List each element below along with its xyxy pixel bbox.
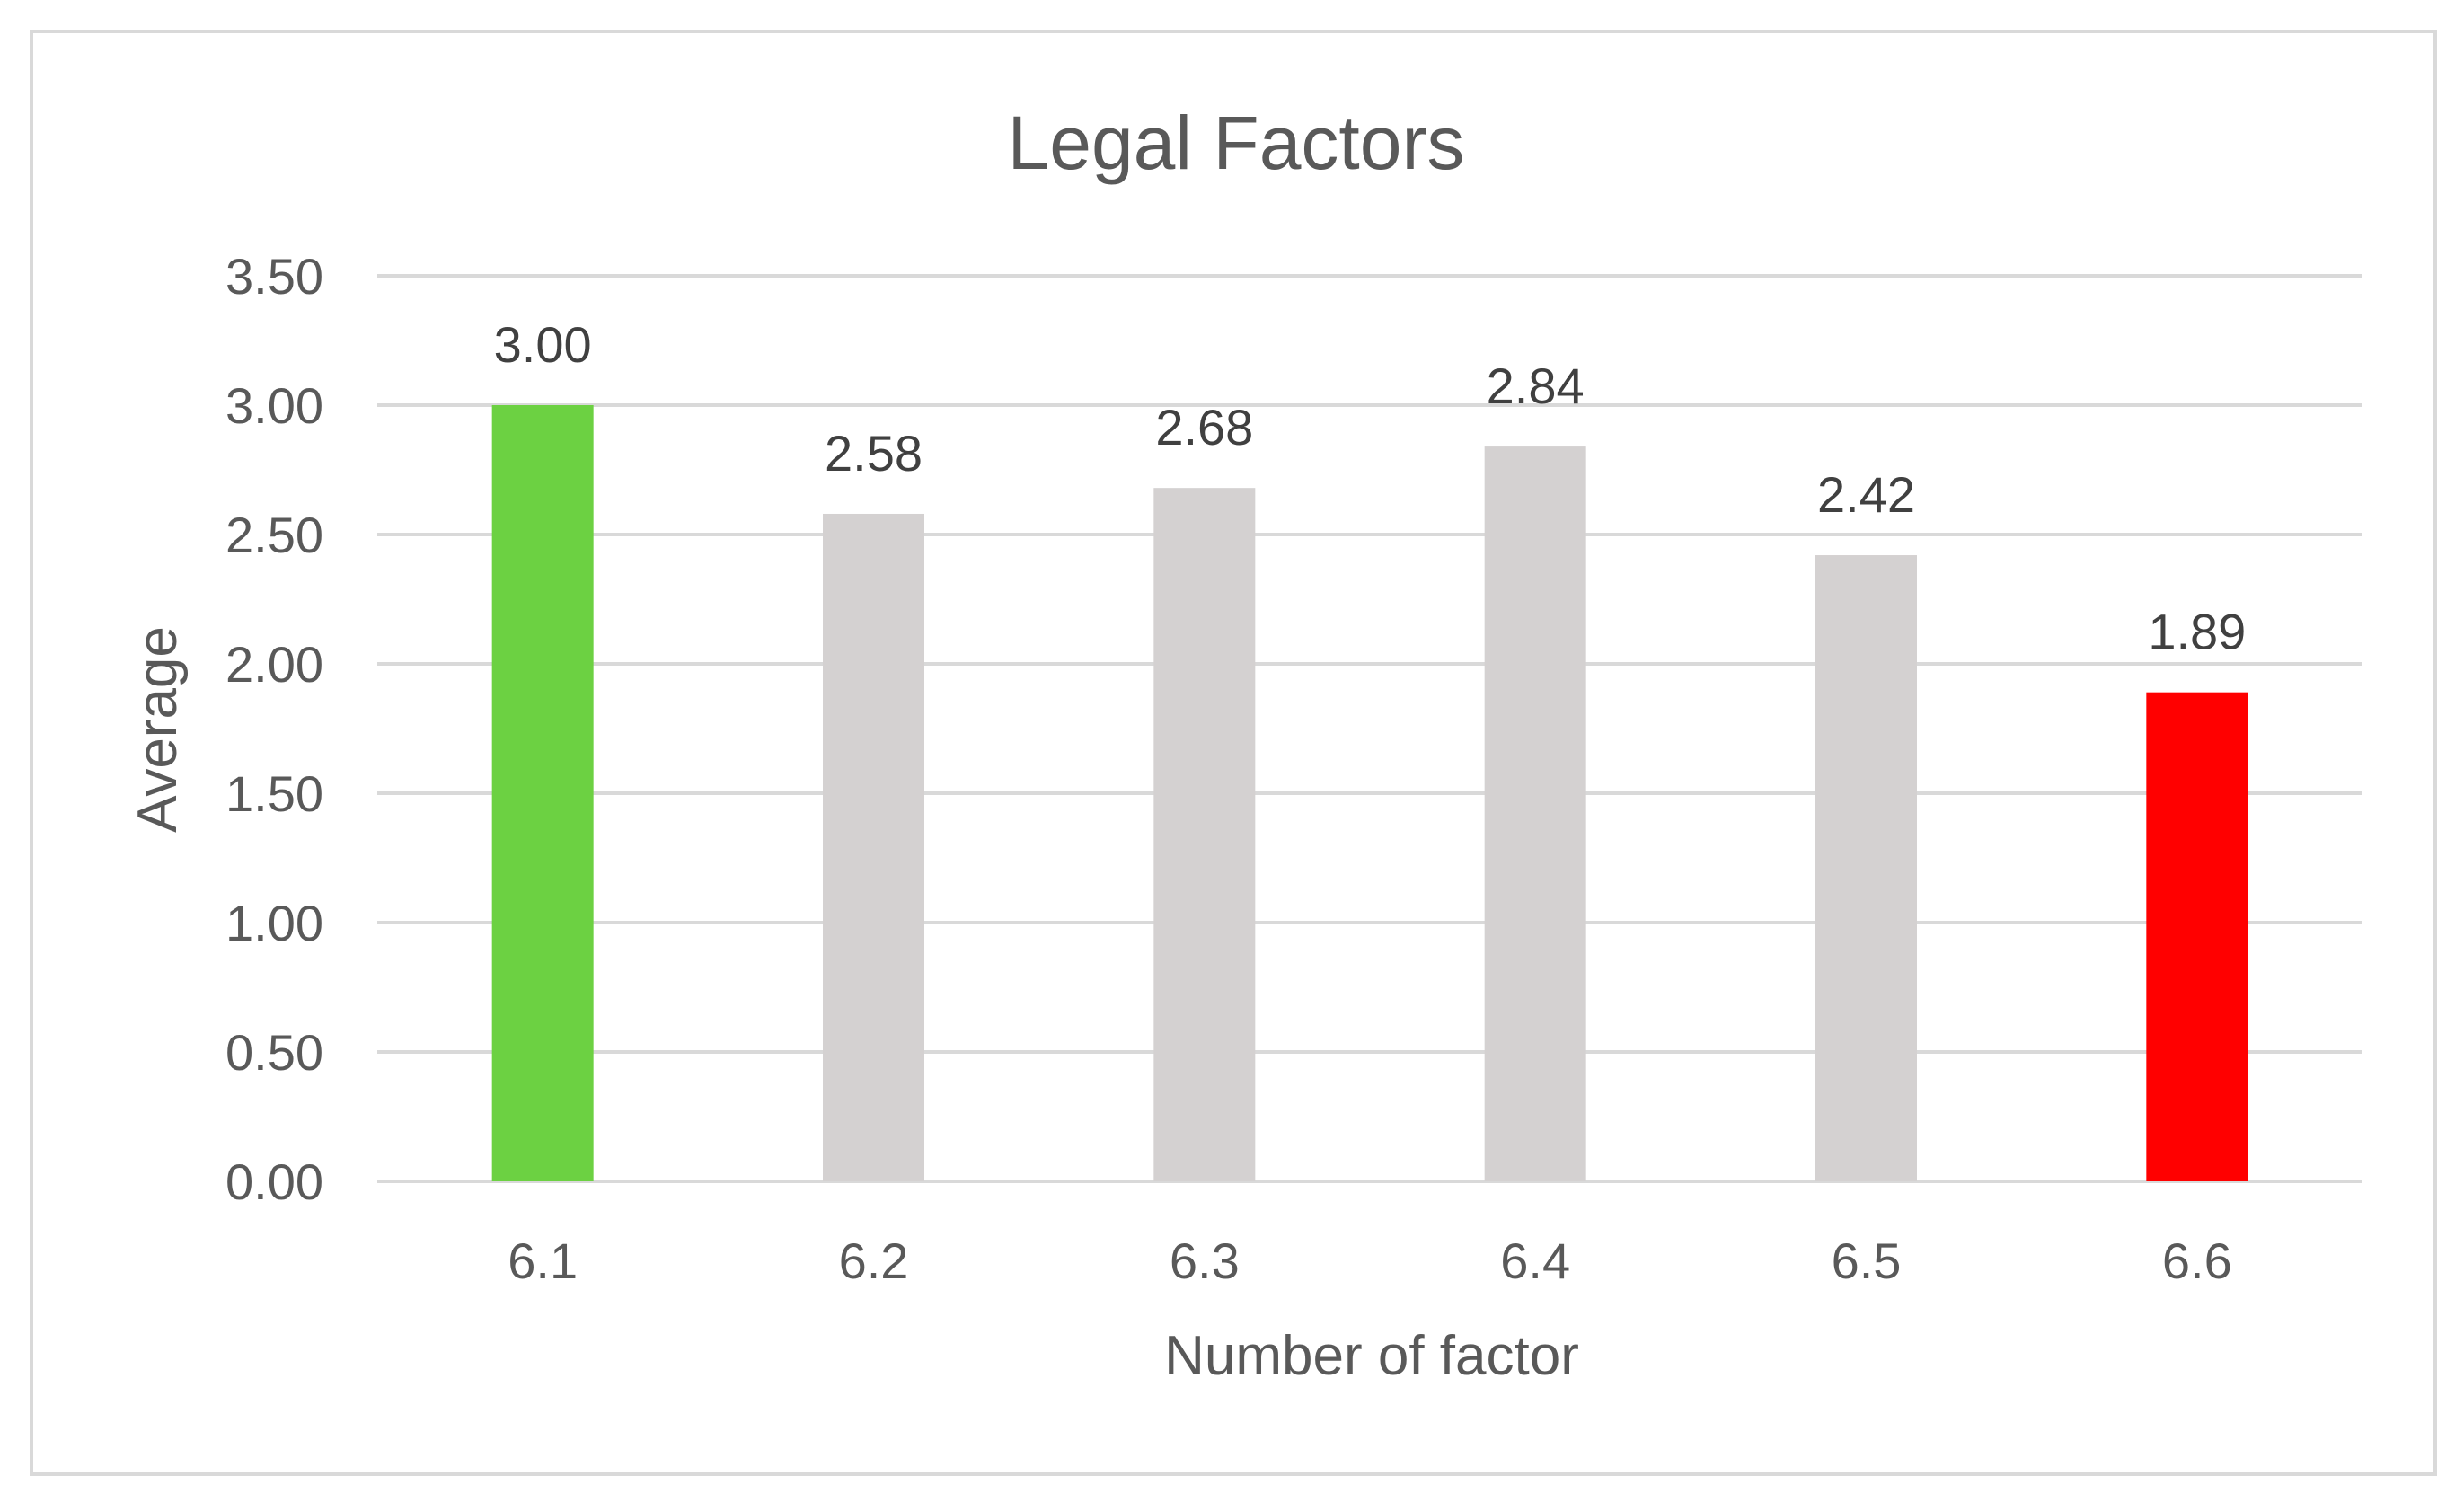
x-tick-label: 6.6 bbox=[2162, 1233, 2232, 1289]
bar bbox=[491, 405, 594, 1181]
x-tick-label: 6.1 bbox=[508, 1233, 578, 1289]
bar-value-label: 2.42 bbox=[1817, 466, 1915, 523]
y-tick-label: 1.50 bbox=[225, 765, 323, 822]
y-axis-ticks: 0.00 0.50 1.00 1.50 2.00 2.50 3.00 3.50 bbox=[225, 248, 323, 1210]
bar bbox=[1815, 555, 1917, 1181]
y-tick-label: 2.00 bbox=[225, 636, 323, 693]
bar-value-label: 2.68 bbox=[1155, 399, 1253, 455]
y-axis-title: Average bbox=[127, 626, 189, 833]
bar-value-label: 3.00 bbox=[494, 316, 592, 373]
y-tick-label: 3.00 bbox=[225, 377, 323, 434]
x-axis-title: Number of factor bbox=[1164, 1325, 1579, 1387]
bar bbox=[823, 513, 924, 1181]
x-tick-label: 6.2 bbox=[839, 1233, 909, 1289]
x-tick-label: 6.5 bbox=[1832, 1233, 1902, 1289]
bar-value-label: 2.58 bbox=[825, 425, 923, 482]
bar bbox=[1153, 488, 1256, 1181]
bar bbox=[1484, 446, 1586, 1182]
y-tick-label: 1.00 bbox=[225, 895, 323, 951]
y-tick-label: 2.50 bbox=[225, 507, 323, 563]
y-tick-label: 0.50 bbox=[225, 1024, 323, 1081]
gridlines bbox=[377, 274, 2362, 1183]
bar-value-label: 2.84 bbox=[1487, 358, 1585, 414]
bars bbox=[491, 405, 2248, 1182]
data-labels: 3.00 2.58 2.68 2.84 2.42 1.89 bbox=[494, 316, 2247, 660]
chart-title: Legal Factors bbox=[1008, 101, 1465, 185]
x-axis-ticks: 6.1 6.2 6.3 6.4 6.5 6.6 bbox=[508, 1233, 2232, 1289]
bar-value-label: 1.89 bbox=[2148, 604, 2246, 660]
bar bbox=[2146, 692, 2248, 1181]
x-tick-label: 6.4 bbox=[1500, 1233, 1570, 1289]
x-tick-label: 6.3 bbox=[1170, 1233, 1240, 1289]
y-tick-label: 0.00 bbox=[225, 1153, 323, 1210]
y-tick-label: 3.50 bbox=[225, 248, 323, 305]
